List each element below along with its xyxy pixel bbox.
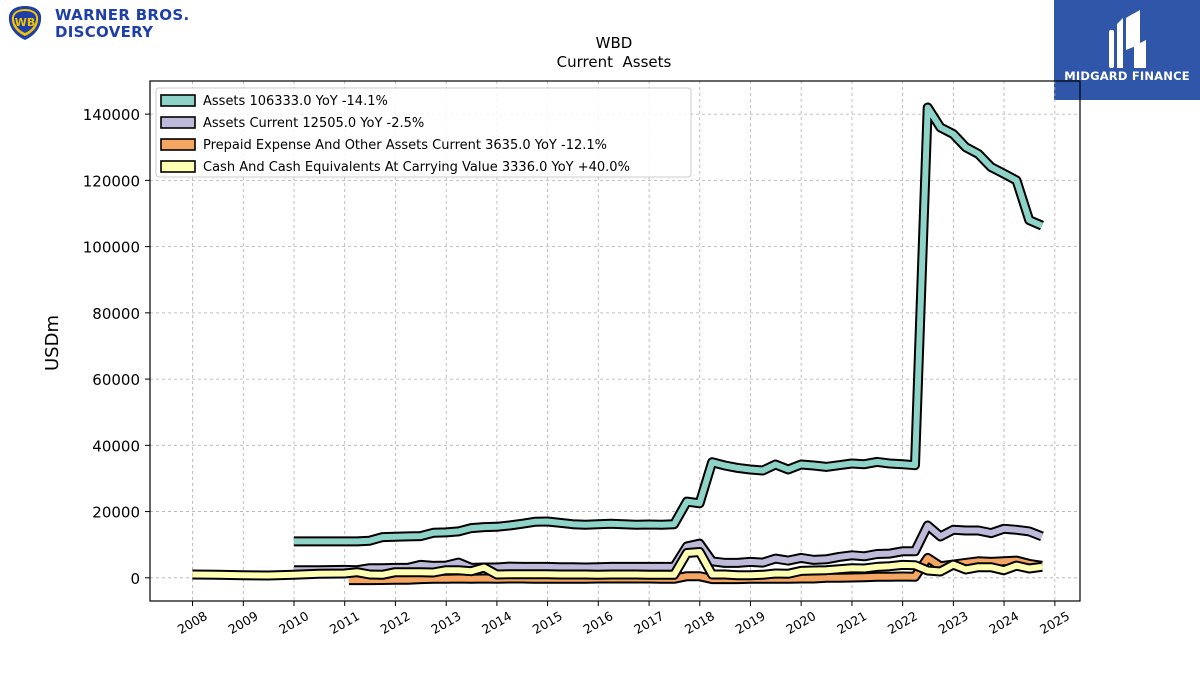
x-tick-label: 2009 — [226, 608, 261, 637]
x-tick-label: 2024 — [986, 608, 1021, 637]
y-tick-label: 120000 — [83, 172, 140, 190]
y-tick-label: 80000 — [92, 305, 140, 323]
series-line-3 — [192, 549, 1043, 579]
legend-swatch-3 — [160, 160, 196, 173]
x-tick-label: 2025 — [1037, 608, 1072, 637]
y-tick-label: 60000 — [92, 371, 140, 389]
logo-line2: DISCOVERY — [55, 23, 154, 41]
y-tick-label: 0 — [130, 570, 140, 588]
y-tick-label: 140000 — [83, 106, 140, 124]
chart-title: WBD — [596, 34, 633, 52]
plot-frame — [149, 80, 1081, 602]
chart-subtitle: Current Assets — [557, 53, 672, 71]
x-tick-label: 2019 — [733, 608, 768, 637]
series-line-2 — [348, 554, 1043, 584]
x-tick-label: 2012 — [378, 608, 413, 637]
legend-box — [155, 87, 692, 178]
y-tick-label: 100000 — [83, 239, 140, 257]
x-tick-label: 2020 — [783, 608, 818, 637]
x-tick-label: 2014 — [479, 608, 514, 637]
legend-label-1: Assets Current 12505.0 YoY -2.5% — [203, 116, 424, 131]
midgard-finance-logo: MIDGARD FINANCE — [1054, 0, 1200, 100]
wb-shield-icon: WB — [8, 6, 42, 40]
x-tick-label: 2013 — [428, 608, 463, 637]
x-tick-label: 2021 — [834, 608, 869, 637]
svg-text:WB: WB — [15, 16, 36, 29]
series-line-0 — [293, 104, 1044, 545]
legend-swatch-0 — [160, 94, 196, 107]
legend[interactable]: Assets 106333.0 YoY -14.1% Assets Current… — [155, 87, 692, 178]
x-tick-label: 2023 — [936, 608, 971, 637]
y-axis-label: USDm — [42, 315, 63, 371]
x-tick-label: 2010 — [276, 608, 311, 637]
y-tick-label: 40000 — [92, 437, 140, 455]
y-tick-label: 20000 — [92, 504, 140, 522]
x-tick-label: 2016 — [580, 608, 615, 637]
x-tick-label: 2022 — [885, 608, 920, 637]
legend-swatch-2 — [160, 138, 196, 151]
legend-label-3: Cash And Cash Equivalents At Carrying Va… — [203, 160, 630, 175]
x-tick-label: 2018 — [682, 608, 717, 637]
warner-bros-discovery-logo: WB WARNER BROS. DISCOVERY — [6, 4, 196, 44]
legend-swatch-1 — [160, 116, 196, 129]
x-tick-label: 2011 — [327, 608, 362, 637]
x-tick-label: 2008 — [175, 608, 210, 637]
x-tick-label: 2017 — [631, 608, 666, 637]
legend-label-0: Assets 106333.0 YoY -14.1% — [203, 94, 388, 109]
x-tick-label: 2015 — [530, 608, 565, 637]
series-group — [192, 102, 1044, 586]
legend-label-2: Prepaid Expense And Other Assets Current… — [203, 138, 607, 153]
midgard-finance-text: MIDGARD FINANCE — [1064, 69, 1190, 83]
midgard-mark-icon — [1109, 10, 1146, 68]
logo-line1: WARNER BROS. — [55, 6, 190, 24]
